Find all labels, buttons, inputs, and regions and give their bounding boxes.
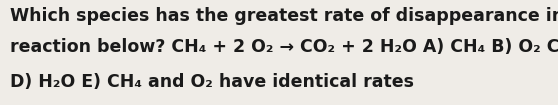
Text: D) H₂O E) CH₄ and O₂ have identical rates: D) H₂O E) CH₄ and O₂ have identical rate… xyxy=(10,73,414,91)
Text: Which species has the greatest rate of disappearance in the: Which species has the greatest rate of d… xyxy=(10,7,558,25)
Text: reaction below? CH₄ + 2 O₂ → CO₂ + 2 H₂O A) CH₄ B) O₂ C) CO₂: reaction below? CH₄ + 2 O₂ → CO₂ + 2 H₂O… xyxy=(10,39,558,56)
